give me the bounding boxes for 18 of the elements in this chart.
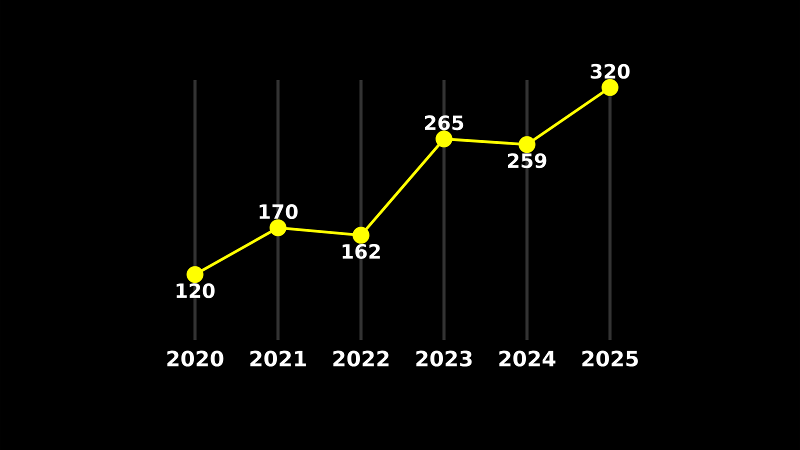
data-label: 170 bbox=[260, 204, 298, 220]
x-tick-label: 2020 bbox=[167, 350, 224, 367]
data-label: 162 bbox=[342, 244, 380, 259]
data-label: 120 bbox=[176, 283, 215, 298]
point bbox=[436, 130, 452, 148]
x-tick-label: 2021 bbox=[250, 350, 306, 367]
x-tick-label: 2023 bbox=[416, 350, 472, 367]
x-tick-label: 2024 bbox=[499, 350, 556, 367]
point bbox=[270, 219, 286, 236]
point bbox=[352, 226, 370, 244]
x-tick-label: 2025 bbox=[582, 350, 638, 367]
point bbox=[186, 266, 204, 283]
data-label: 259 bbox=[508, 153, 546, 168]
data-label: 320 bbox=[590, 64, 630, 79]
point bbox=[602, 79, 618, 96]
point bbox=[518, 136, 536, 153]
x-tick-label: 2022 bbox=[333, 350, 389, 367]
data-label: 265 bbox=[425, 115, 464, 130]
